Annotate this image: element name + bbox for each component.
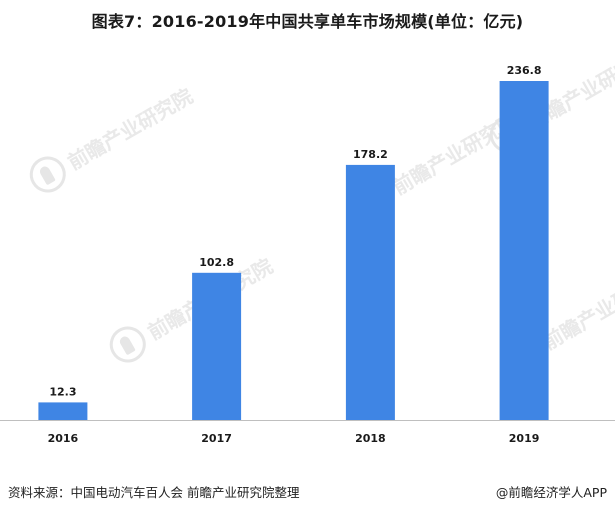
bar-2016 — [38, 402, 88, 420]
brand-credit: @前瞻经济学人APP — [495, 485, 607, 500]
x-tick-label-2016: 2016 — [48, 432, 79, 445]
bar-2018 — [345, 164, 395, 420]
chart-title: 图表7：2016-2019年中国共享单车市场规模(单位：亿元) — [91, 12, 524, 31]
bar-2019 — [499, 81, 549, 420]
data-label-2017: 102.8 — [199, 256, 234, 269]
x-tick-label-2018: 2018 — [355, 432, 386, 445]
x-tick-label-2017: 2017 — [201, 432, 232, 445]
x-tick-label-2019: 2019 — [509, 432, 540, 445]
data-label-2018: 178.2 — [353, 148, 388, 161]
source-note: 资料来源：中国电动汽车百人会 前瞻产业研究院整理 — [8, 485, 300, 500]
bar-2017 — [192, 272, 242, 420]
data-label-2019: 236.8 — [507, 64, 542, 77]
data-label-2016: 12.3 — [49, 385, 76, 398]
